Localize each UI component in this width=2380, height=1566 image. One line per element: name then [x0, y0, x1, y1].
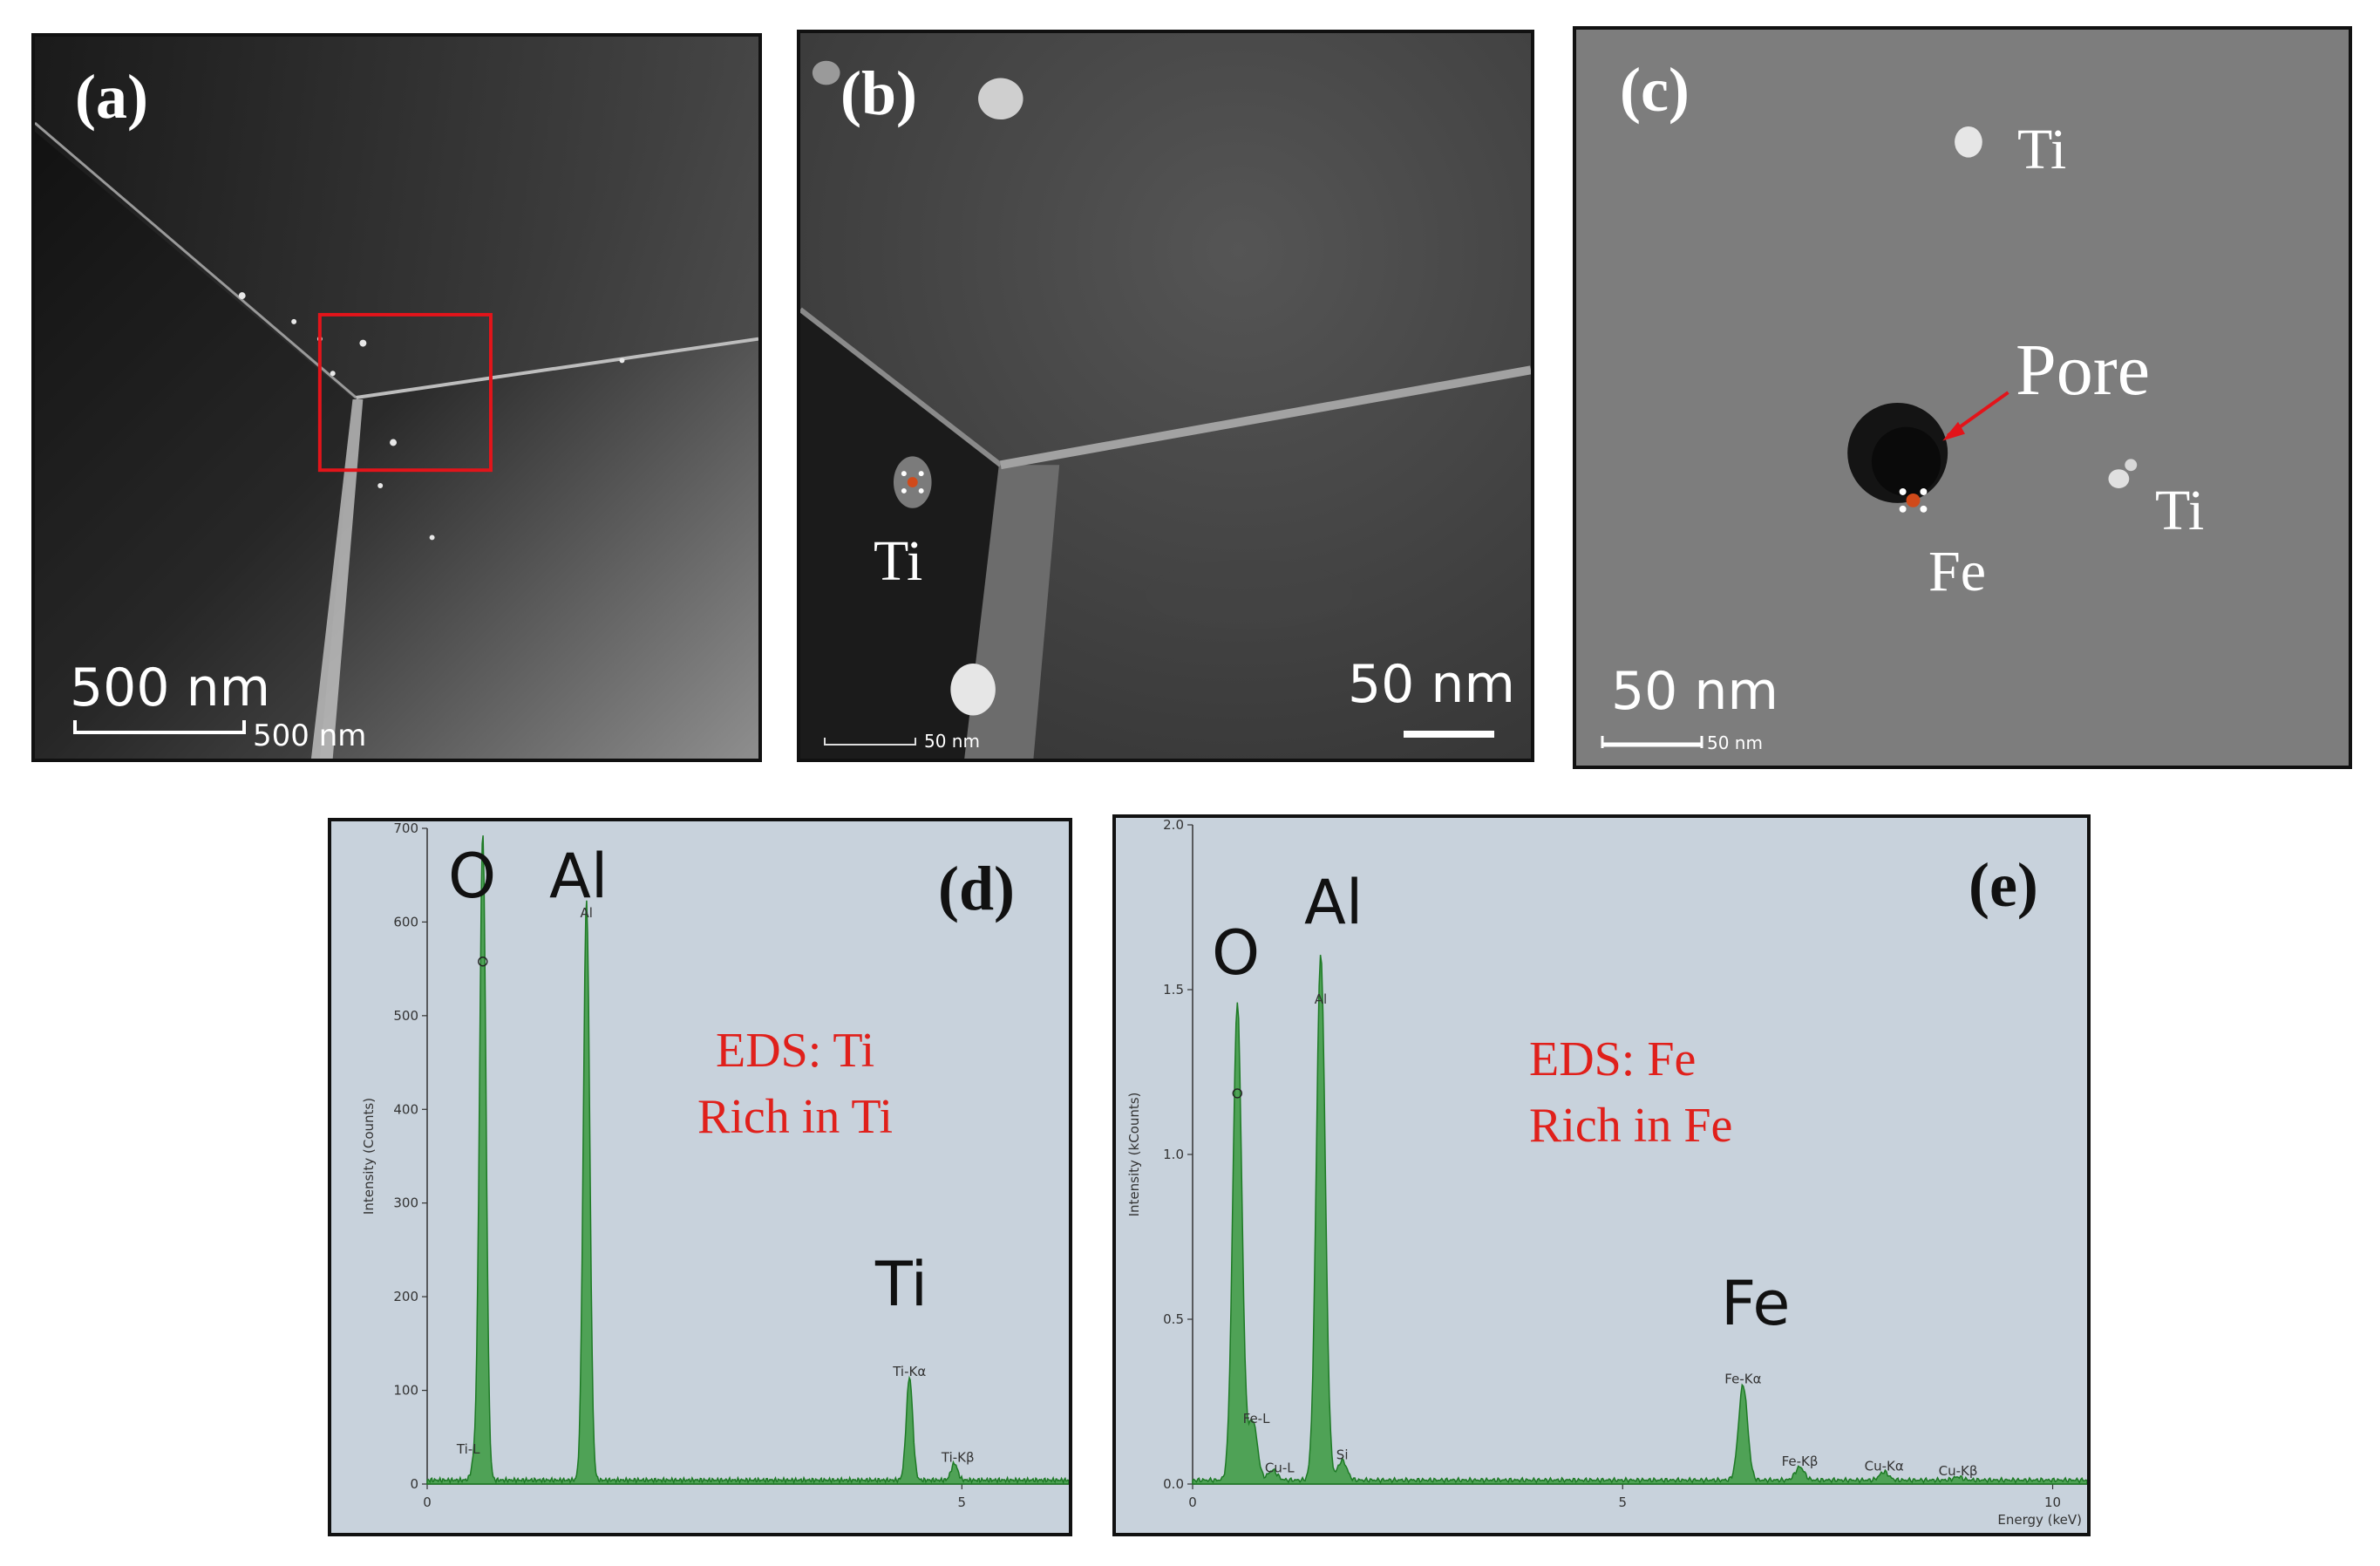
panel-a: (a) 500 nm 500 nm	[31, 33, 762, 762]
panel-b-label: (b)	[840, 58, 917, 128]
panel-c-pore-label: Pore	[2016, 330, 2150, 411]
panel-c-scalebar-label: 50 nm	[1611, 661, 1778, 722]
x-axis-label: Energy (keV)	[1997, 1512, 2082, 1528]
peak-label: Si	[1336, 1447, 1349, 1462]
y-tick-label: 700	[393, 821, 418, 836]
panel-c-micrograph	[1576, 30, 2349, 766]
peak-label: Ti-L	[456, 1441, 480, 1457]
panel-c-scalebar	[1601, 736, 1703, 748]
panel-c-label: (c)	[1620, 55, 1690, 125]
peak-label: Cu-Kβ	[1939, 1463, 1978, 1479]
peak-marker	[1232, 1088, 1243, 1099]
panel-a-scalebar-small-label: 500 nm	[253, 718, 367, 753]
y-tick-label: 1.5	[1163, 982, 1184, 997]
panel-c: (c) Ti Pore Ti Fe 50 nm 50 nm	[1573, 26, 2352, 769]
panel-d-peak-ti-label: Ti	[875, 1249, 928, 1320]
peak-marker	[478, 957, 488, 967]
panel-b-ti-label: Ti	[874, 529, 923, 593]
x-tick-label: 5	[958, 1495, 967, 1510]
peak-label: Fe-L	[1243, 1411, 1270, 1426]
x-tick-label: 10	[2044, 1495, 2061, 1510]
spectrum-area	[426, 835, 1069, 1485]
y-axis-label: Intensity (Counts)	[361, 1098, 377, 1215]
panel-b-scalebar	[1404, 731, 1494, 738]
peak-label: Al	[581, 905, 593, 921]
panel-b: (b) Ti 50 nm 50 nm	[797, 30, 1534, 762]
y-tick-label: 0	[410, 1476, 418, 1492]
panel-d-eds-note: EDS: Ti Rich in Ti	[697, 1018, 893, 1150]
y-tick-label: 200	[393, 1289, 418, 1304]
panel-e-peak-o-label: O	[1212, 917, 1261, 989]
panel-d: 0 100 200 300 400 500 600 700 0 5 Intensity (Count…	[328, 818, 1072, 1536]
peak-label: Ti-Kβ	[941, 1450, 975, 1466]
panel-a-micrograph	[35, 37, 758, 759]
panel-d-eds-note-line2: Rich in Ti	[697, 1089, 894, 1144]
y-axis-label: Intensity (kCounts)	[1126, 1093, 1142, 1217]
y-tick-label: 0.0	[1163, 1476, 1184, 1492]
peak-label: Ti-Kα	[892, 1364, 926, 1379]
peak-label: Cu-Kα	[1865, 1459, 1904, 1474]
panel-b-scalebar-small	[824, 738, 916, 746]
panel-c-scalebar-small-label: 50 nm	[1707, 732, 1763, 753]
panel-c-fe-label: Fe	[1928, 540, 1986, 603]
y-tick-label: 600	[393, 914, 418, 929]
x-tick-label: 0	[1188, 1495, 1197, 1510]
y-tick-label: 300	[393, 1195, 418, 1211]
y-tick-label: 100	[393, 1383, 418, 1399]
panel-e-peak-al-label: Al	[1304, 867, 1363, 938]
panel-a-label: (a)	[75, 62, 148, 132]
y-tick-label: 2.0	[1163, 818, 1184, 833]
panel-d-spectrum-chart: 0 100 200 300 400 500 600 700 0 5 Intensity (Count…	[361, 821, 1069, 1510]
panel-c-ti-top-label: Ti	[2017, 118, 2067, 181]
y-tick-label: 500	[393, 1008, 418, 1024]
peak-label: Fe-Kα	[1724, 1371, 1761, 1386]
y-tick-label: 400	[393, 1101, 418, 1117]
y-tick-label: 0.5	[1163, 1311, 1184, 1327]
panel-d-label: (d)	[938, 854, 1015, 923]
panel-e-spectrum-chart: 0.0 0.5 1.0 1.5 2.0 0 5 10 Intensity (kCounts) En…	[1126, 818, 2087, 1528]
panel-d-peak-al-label: Al	[549, 841, 609, 912]
panel-e: 0.0 0.5 1.0 1.5 2.0 0 5 10 Intensity (kCounts) En…	[1112, 814, 2091, 1536]
panel-b-micrograph	[800, 33, 1531, 759]
panel-b-scalebar-small-label: 50 nm	[924, 731, 980, 752]
y-tick-label: 1.0	[1163, 1147, 1184, 1162]
panel-a-scalebar	[73, 720, 246, 734]
panel-a-scalebar-label: 500 nm	[70, 657, 271, 718]
panel-d-eds-note-line1: EDS: Ti	[715, 1024, 875, 1078]
peak-label: Al	[1315, 991, 1327, 1007]
x-tick-label: 5	[1618, 1495, 1627, 1510]
peak-label: Fe-Kβ	[1782, 1454, 1819, 1469]
spectrum-area	[1192, 954, 2087, 1485]
panel-e-eds-note: EDS: Fe Rich in Fe	[1529, 1027, 1732, 1159]
panel-e-peak-fe-label: Fe	[1721, 1268, 1791, 1339]
panel-d-peak-o-label: O	[448, 841, 497, 912]
panel-e-eds-note-line2: Rich in Fe	[1529, 1098, 1733, 1153]
x-tick-label: 0	[423, 1495, 432, 1510]
panel-e-label: (e)	[1969, 850, 2038, 920]
panel-c-ti-right-label: Ti	[2155, 479, 2205, 542]
panel-b-scalebar-label: 50 nm	[1348, 654, 1515, 715]
peak-label: Cu-L	[1265, 1460, 1295, 1476]
panel-e-eds-note-line1: EDS: Fe	[1529, 1032, 1697, 1086]
